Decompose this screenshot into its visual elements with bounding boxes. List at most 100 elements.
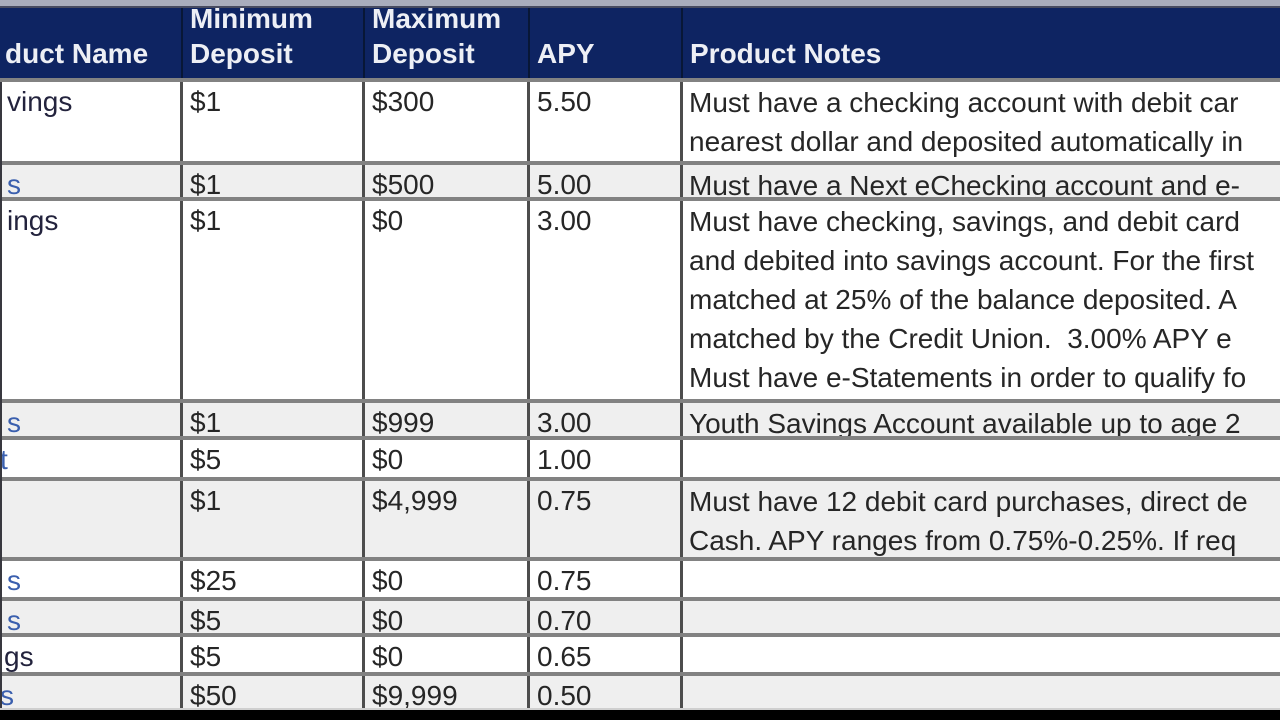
max-deposit-cell-value: $300 bbox=[372, 86, 435, 117]
note-line: Must have 12 debit card purchases, direc… bbox=[689, 486, 1248, 517]
min-deposit-cell: $5 bbox=[183, 440, 365, 477]
product-name-text: ings bbox=[7, 205, 59, 236]
product-name-text[interactable]: s bbox=[7, 605, 21, 633]
product-name-text: gs bbox=[4, 641, 34, 672]
product-notes-cell bbox=[683, 561, 1280, 597]
header-label: Minimum bbox=[190, 8, 313, 34]
min-deposit-cell: $1 bbox=[183, 201, 365, 399]
apy-cell-value: 3.00 bbox=[537, 205, 592, 236]
min-deposit-cell-value: $50 bbox=[190, 680, 237, 708]
product-notes-cell bbox=[683, 440, 1280, 477]
min-deposit-cell: $5 bbox=[183, 637, 365, 672]
note-line: Must have a checking account with debit … bbox=[689, 87, 1239, 118]
table-row: vings $1 $300 5.50 Must have a checking acco… bbox=[0, 82, 1280, 165]
note-line: Must have a Next eChecking account and e… bbox=[689, 170, 1240, 197]
header-label: Deposit bbox=[190, 38, 293, 69]
apy-cell-value: 5.50 bbox=[537, 86, 592, 117]
product-notes-cell bbox=[683, 637, 1280, 672]
apy-cell-value: 0.70 bbox=[537, 605, 592, 633]
product-name-cell: ings bbox=[0, 201, 183, 399]
table-row: s $25 $0 0.75 bbox=[0, 561, 1280, 601]
min-deposit-cell-value: $5 bbox=[190, 605, 222, 633]
table-row: s $5 $0 0.70 bbox=[0, 601, 1280, 637]
table-row: t $5 $0 1.00 bbox=[0, 440, 1280, 481]
product-name-text[interactable]: s bbox=[7, 407, 21, 436]
apy-cell: 0.65 bbox=[530, 637, 683, 672]
min-deposit-cell: $5 bbox=[183, 601, 365, 633]
product-name-text[interactable]: s bbox=[7, 169, 21, 197]
apy-cell: 0.50 bbox=[530, 676, 683, 708]
header-label: Deposit bbox=[372, 38, 475, 69]
product-notes-cell: Youth Savings Account available up to ag… bbox=[683, 403, 1280, 436]
apy-cell: 3.00 bbox=[530, 201, 683, 399]
apy-cell-value: 5.00 bbox=[537, 169, 592, 197]
max-deposit-cell-value: $500 bbox=[372, 169, 435, 197]
top-strip bbox=[0, 0, 1280, 6]
apy-cell: 0.75 bbox=[530, 561, 683, 597]
note-line: matched by the Credit Union. 3.00% APY e bbox=[689, 323, 1232, 354]
max-deposit-cell: $4,999 bbox=[365, 481, 530, 557]
min-deposit-cell: $50 bbox=[183, 676, 365, 708]
apy-cell-value: 3.00 bbox=[537, 407, 592, 436]
product-name-cell: s bbox=[0, 561, 183, 597]
product-name-cell: gs bbox=[0, 637, 183, 672]
product-name-text[interactable]: t bbox=[0, 444, 8, 475]
apy-cell-value: 0.75 bbox=[537, 565, 592, 596]
apy-cell: 1.00 bbox=[530, 440, 683, 477]
header-label: duct Name bbox=[5, 38, 149, 69]
product-notes-cell: Must have a checking account with debit … bbox=[683, 82, 1280, 161]
max-deposit-cell: $0 bbox=[365, 561, 530, 597]
max-deposit-cell: $0 bbox=[365, 637, 530, 672]
product-notes-cell: Must have a Next eChecking account and e… bbox=[683, 165, 1280, 197]
min-deposit-cell-value: $25 bbox=[190, 565, 237, 596]
min-deposit-cell-value: $5 bbox=[190, 641, 222, 672]
note-line: and debited into savings account. For th… bbox=[689, 245, 1254, 276]
min-deposit-cell: $1 bbox=[183, 403, 365, 436]
min-deposit-cell: $25 bbox=[183, 561, 365, 597]
table-body: vings $1 $300 5.50 Must have a checking acco… bbox=[0, 82, 1280, 708]
product-name-text[interactable]: s bbox=[0, 680, 14, 708]
table-row: ings $1 $0 3.00 Must have checking, savings,… bbox=[0, 201, 1280, 403]
min-deposit-cell-value: $1 bbox=[190, 407, 222, 436]
note-line: nearest dollar and deposited automatical… bbox=[689, 126, 1244, 157]
apy-cell: 3.00 bbox=[530, 403, 683, 436]
product-notes-cell: Must have 12 debit card purchases, direc… bbox=[683, 481, 1280, 557]
max-deposit-cell: $0 bbox=[365, 201, 530, 399]
table-header-row: duct Name Minimum Deposit Maximum Deposi… bbox=[0, 6, 1280, 82]
max-deposit-cell: $0 bbox=[365, 440, 530, 477]
header-min-deposit: Minimum Deposit bbox=[183, 8, 365, 78]
product-notes-cell bbox=[683, 601, 1280, 633]
table-left-border bbox=[0, 82, 2, 708]
product-name-text[interactable]: s bbox=[7, 565, 21, 596]
max-deposit-cell: $999 bbox=[365, 403, 530, 436]
apy-cell-value: 1.00 bbox=[537, 444, 592, 475]
max-deposit-cell-value: $0 bbox=[372, 565, 404, 596]
max-deposit-cell-value: $999 bbox=[372, 407, 435, 436]
header-max-deposit: Maximum Deposit bbox=[365, 8, 530, 78]
product-notes-cell bbox=[683, 676, 1280, 708]
header-label: APY bbox=[537, 38, 595, 69]
apy-cell-value: 0.65 bbox=[537, 641, 592, 672]
max-deposit-cell-value: $0 bbox=[372, 205, 404, 236]
header-product-notes: Product Notes bbox=[683, 8, 1280, 78]
min-deposit-cell-value: $5 bbox=[190, 444, 222, 475]
header-apy: APY bbox=[530, 8, 683, 78]
min-deposit-cell-value: $1 bbox=[190, 485, 222, 516]
header-product-name: duct Name bbox=[0, 8, 183, 78]
table-row: s $50 $9,999 0.50 bbox=[0, 676, 1280, 708]
min-deposit-cell: $1 bbox=[183, 481, 365, 557]
product-name-cell: t bbox=[0, 440, 183, 477]
max-deposit-cell: $9,999 bbox=[365, 676, 530, 708]
min-deposit-cell: $1 bbox=[183, 82, 365, 161]
max-deposit-cell-value: $0 bbox=[372, 641, 404, 672]
product-name-cell: s bbox=[0, 601, 183, 633]
table-row: s $1 $999 3.00 Youth Savings Account availab… bbox=[0, 403, 1280, 440]
table-row: gs $5 $0 0.65 bbox=[0, 637, 1280, 676]
min-deposit-cell-value: $1 bbox=[190, 86, 222, 117]
product-name-cell: vings bbox=[0, 82, 183, 161]
apy-cell-value: 0.75 bbox=[537, 485, 592, 516]
max-deposit-cell-value: $0 bbox=[372, 605, 404, 633]
min-deposit-cell-value: $1 bbox=[190, 169, 222, 197]
max-deposit-cell-value: $9,999 bbox=[372, 680, 458, 708]
